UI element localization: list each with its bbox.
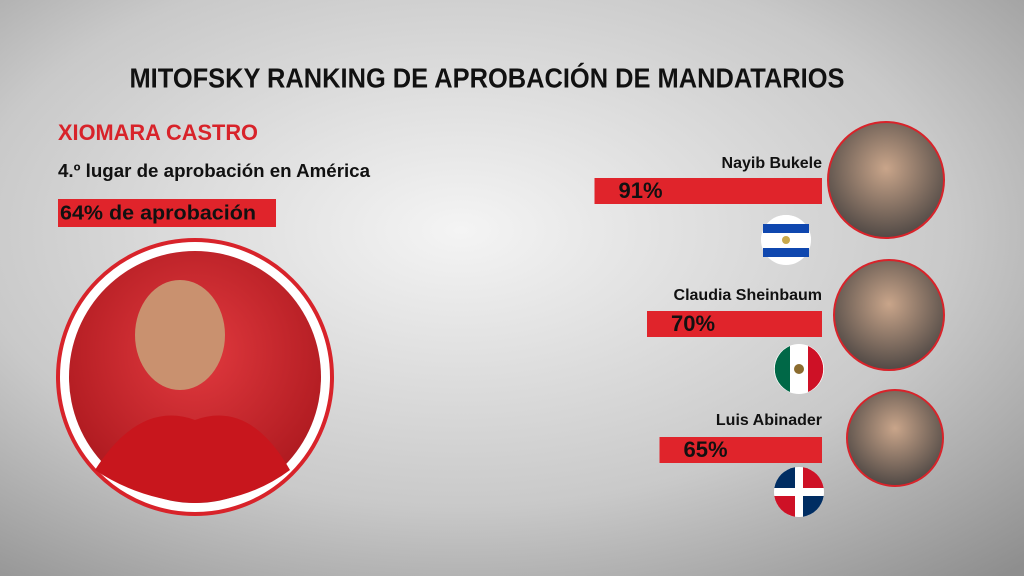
featured-rank: 4.º lugar de aprobación en América — [58, 161, 371, 181]
approval-bar — [594, 178, 822, 204]
leader-name: Claudia Sheinbaum — [674, 287, 822, 304]
title: MITOFSKY RANKING DE APROBACIÓN DE MANDAT… — [130, 62, 845, 93]
approval-bar — [647, 311, 822, 337]
leader-photo — [827, 121, 945, 239]
leader-name: Nayib Bukele — [722, 155, 823, 172]
leader-name: Luis Abinader — [716, 412, 822, 429]
leader-photo — [833, 259, 945, 371]
flag-el-salvador — [761, 215, 811, 265]
featured-face — [135, 280, 225, 390]
leaders: 91% Nayib Bukele 70% Claudia Sheinbaum 65% Lu… — [594, 121, 945, 487]
featured-name: XIOMARA CASTRO — [58, 120, 258, 145]
approval-label: 70% — [671, 311, 715, 336]
flag-mexico — [774, 344, 824, 394]
approval-banner — [58, 199, 276, 227]
flag-dominican-republic — [774, 467, 824, 517]
approval-bar — [659, 437, 822, 463]
featured-figure — [95, 415, 290, 503]
approval-label: 65% — [684, 437, 728, 462]
approval-label: 91% — [619, 178, 663, 203]
featured-approval: 64% de aprobación — [60, 202, 256, 224]
leader-photo — [846, 389, 944, 487]
